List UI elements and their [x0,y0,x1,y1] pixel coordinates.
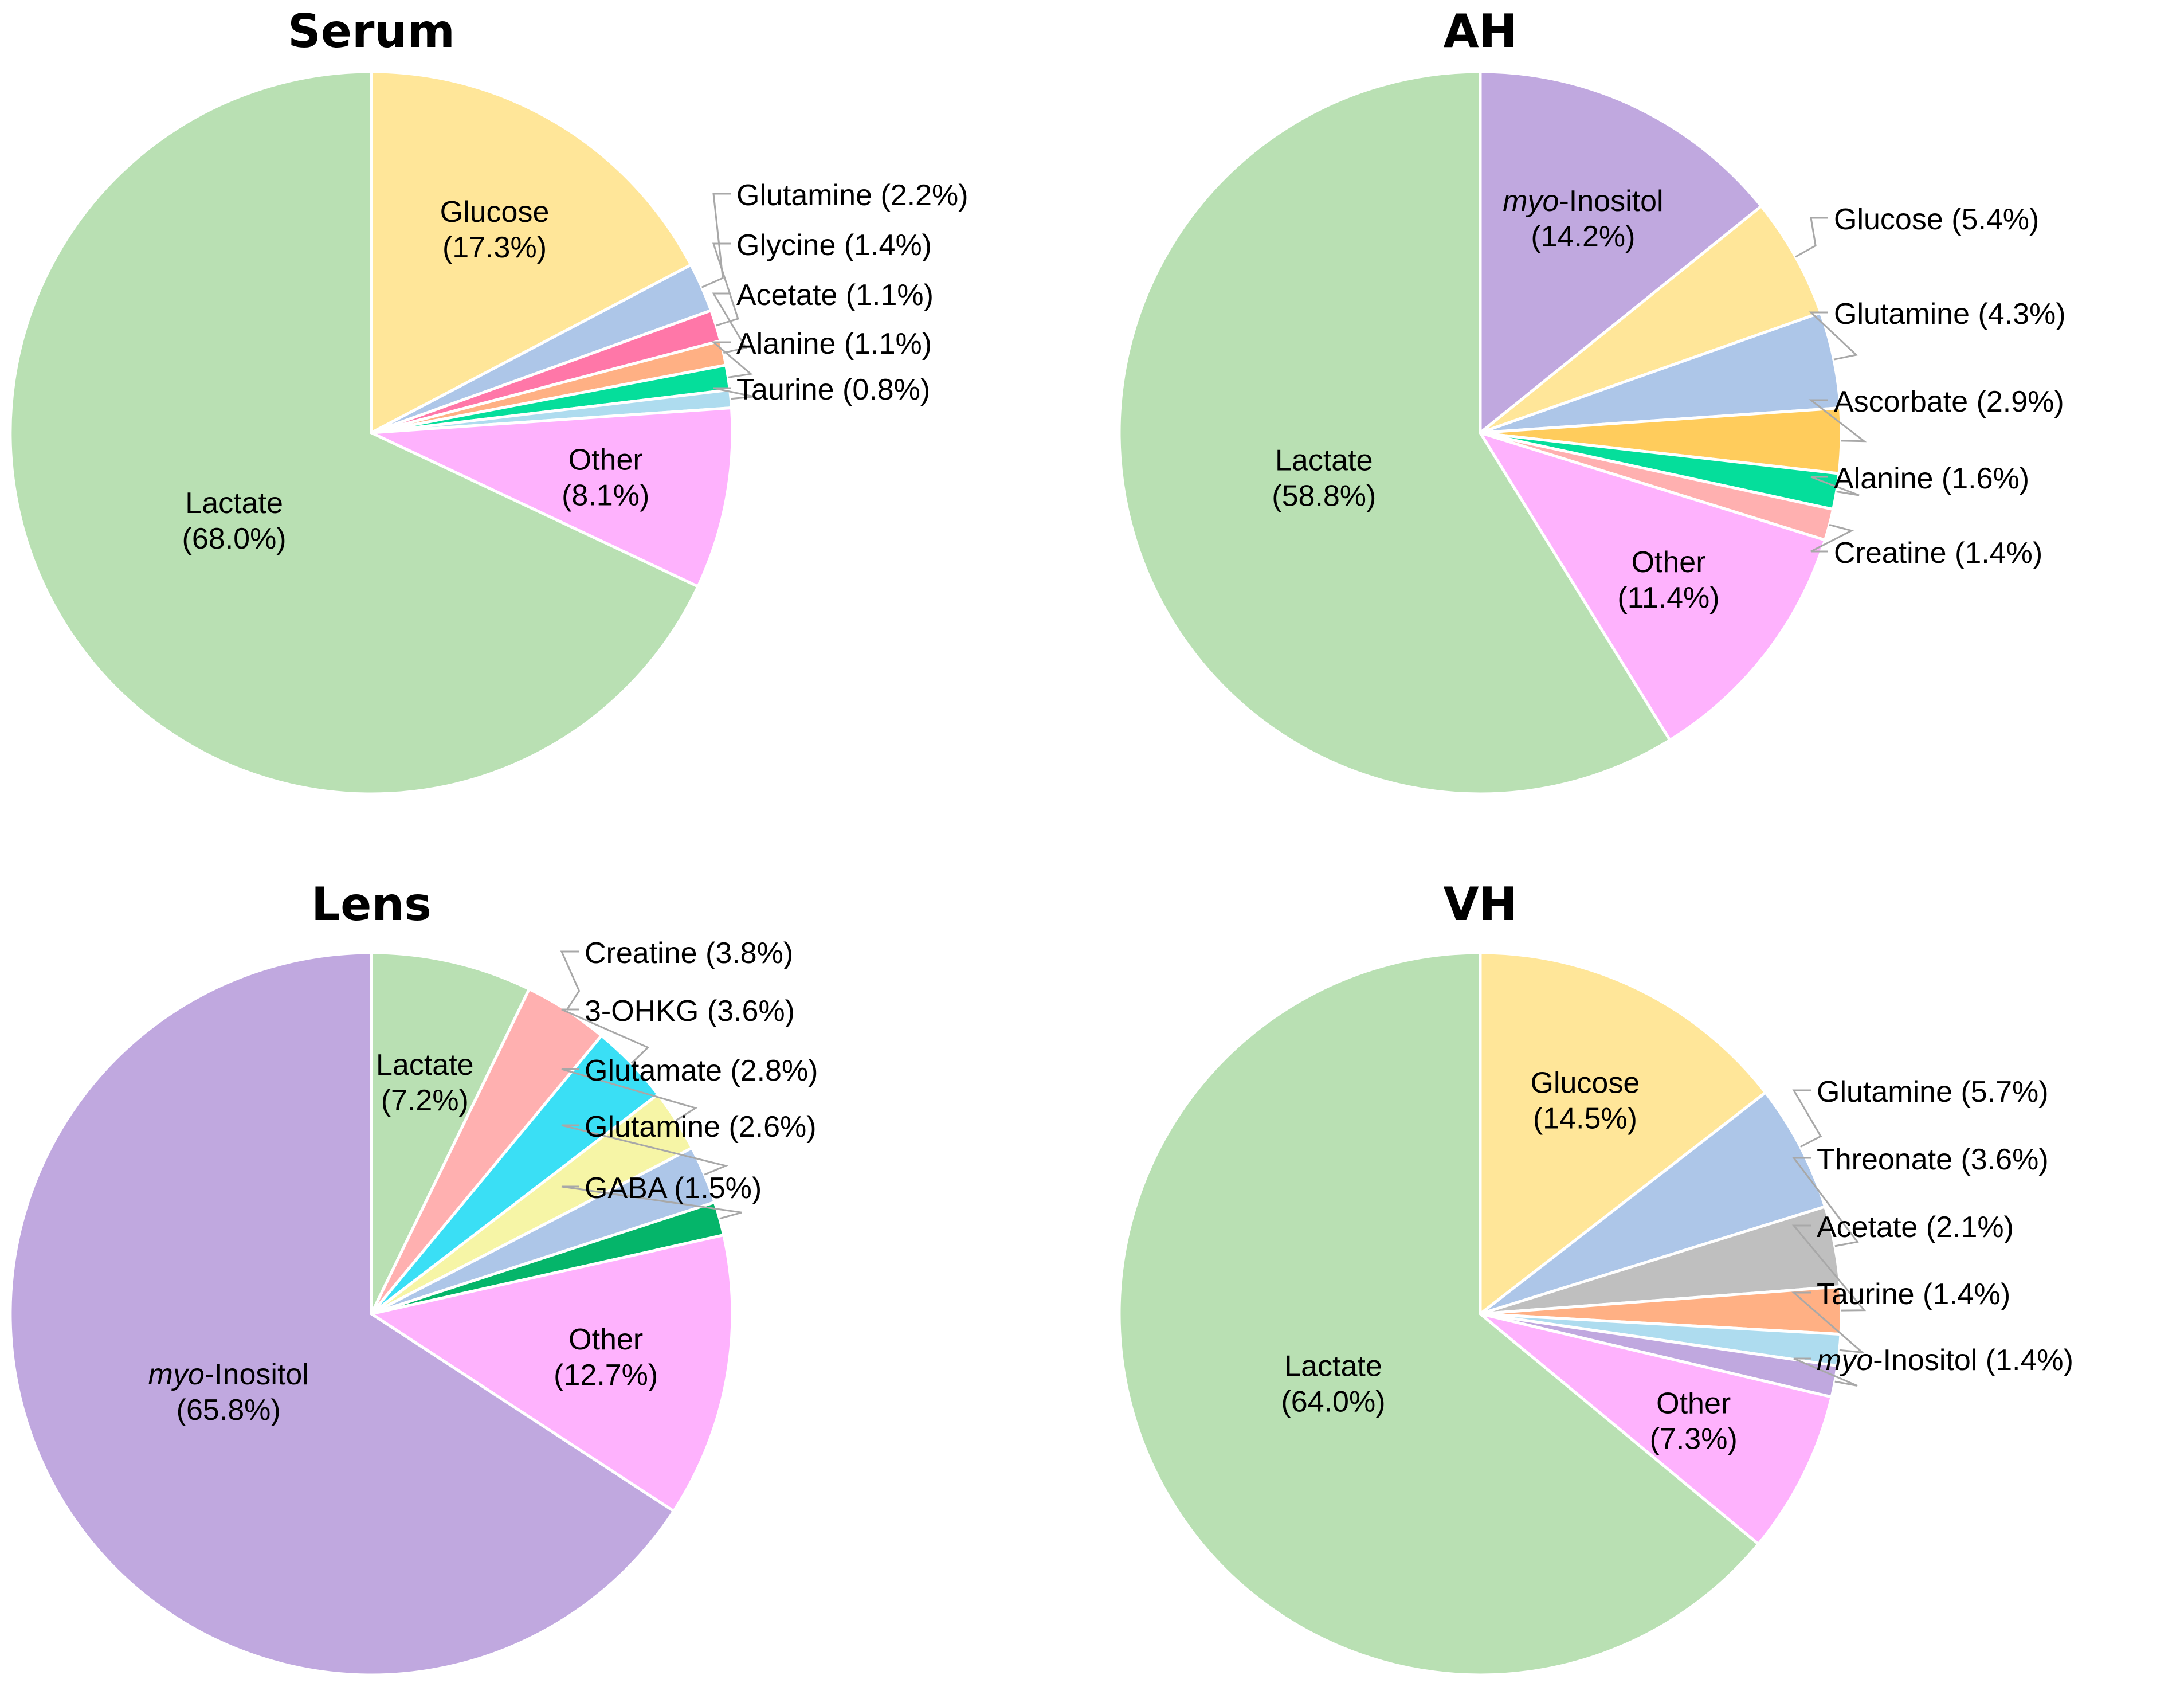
serum-label-acetate: Acetate (1.1%) [736,279,934,312]
vh-leader-myo-inositol [1793,1357,1858,1387]
ah-chart-title: AH [1444,5,1518,58]
serum-label-other: Other (8.1%) [562,444,649,512]
vh-label-glutamine: Glutamine (5.7%) [1817,1075,2049,1109]
vh-label-other: Other (7.3%) [1650,1387,1738,1455]
ah-leader-glutamine [1809,311,1858,361]
vh-leader-threonate [1791,1157,1859,1247]
serum-slice-other [366,406,734,589]
lens-leader-gaba [561,1185,742,1220]
ah-slice-other [1477,430,1827,742]
vh-slice-lactate [1118,951,1760,1677]
serum-leaders [701,193,754,400]
serum-leader-glutamine [701,193,731,288]
ah-label-myo-inositol: myo-Inositol (14.2%) [1503,185,1663,253]
lens-slice-myo-inositol [9,951,676,1677]
vh-chart-title: VH [1444,878,1518,931]
lens-leader-glutamine [561,1124,728,1176]
serum-chart-title: Serum [288,5,455,58]
vh-label-lactate: Lactate (64.0%) [1281,1350,1385,1419]
ah-slice-myo-inositol [1479,70,1763,436]
vh-label-taurine: Taurine (1.4%) [1817,1278,2010,1311]
vh-label-myo-inositol: myo-Inositol (1.4%) [1817,1344,2073,1377]
lens-pie-chart: Lens Lactate (7.2%) Creatine (3.8%) 3-OHKG … [9,878,818,1677]
ah-slice-glucose [1479,204,1823,435]
serum-slices [9,70,734,796]
ah-slice-lactate [1118,70,1672,796]
lens-slice-lactate [370,951,531,1315]
lens-label-lactate: Lactate (7.2%) [376,1048,474,1117]
lens-leader-glutamate [561,1068,698,1121]
lens-leader-creatine [560,950,581,1011]
ah-pie-chart: AH myo-Inositol (14.2%) Glucose (5.4%) Glut… [1118,5,2066,796]
vh-leader-glutamine [1792,1089,1822,1148]
serum-label-glutamine: Glutamine (2.2%) [736,179,969,212]
vh-slice-glutamine [1479,1090,1827,1316]
vh-slice-other [1479,1312,1834,1547]
lens-chart-title: Lens [311,878,432,931]
lens-labels: Lactate (7.2%) Creatine (3.8%) 3-OHKG (3.6%… [148,937,818,1427]
vh-pie-chart: VH Glucose (14.5%) Glutamine (5.7%) Threona… [1118,878,2073,1677]
ah-leader-ascorbate [1808,399,1867,443]
lens-label-creatine: Creatine (3.8%) [585,937,793,970]
vh-labels: Glucose (14.5%) Glutamine (5.7%) Threonate … [1281,1067,2073,1456]
ah-label-lactate: Lactate (58.8%) [1272,444,1376,512]
vh-leader-taurine [1791,1291,1865,1354]
lens-leader-3-ohkg [561,1008,650,1064]
vh-label-threonate: Threonate (3.6%) [1817,1143,2049,1176]
lens-label-myo-inositol: myo-Inositol (65.8%) [148,1358,309,1427]
vh-label-glucose: Glucose (14.5%) [1531,1067,1640,1136]
lens-label-3-ohkg: 3-OHKG (3.6%) [585,995,795,1028]
serum-label-lactate: Lactate (68.0%) [182,487,287,555]
lens-slices [9,951,734,1677]
ah-leader-glucose [1795,217,1828,258]
ah-label-other: Other (11.4%) [1617,546,1719,615]
serum-label-glucose: Glucose (17.3%) [440,195,550,264]
ah-label-ascorbate: Ascorbate (2.9%) [1834,385,2064,418]
ah-slices [1118,70,1843,796]
ah-label-alanine: Alanine (1.6%) [1834,462,2029,495]
ah-leader-alanine [1810,476,1860,496]
lens-leaders [560,950,742,1220]
vh-slice-glucose [1479,951,1768,1317]
serum-labels: Glucose (17.3%) Glutamine (2.2%) Glycine (1… [182,179,969,555]
ah-labels: myo-Inositol (14.2%) Glucose (5.4%) Glutami… [1272,185,2065,615]
ah-label-creatine: Creatine (1.4%) [1834,537,2042,570]
lens-label-glutamine: Glutamine (2.6%) [585,1110,817,1144]
ah-leaders [1795,217,1867,553]
ah-slice-glutamine [1480,311,1842,435]
serum-leader-acetate [712,292,747,354]
lens-slice-other [367,1233,734,1513]
ah-label-glucose: Glucose (5.4%) [1834,203,2039,236]
vh-leaders [1791,1089,1867,1387]
serum-leader-glycine [712,242,739,327]
serum-label-glycine: Glycine (1.4%) [736,229,932,262]
serum-leader-taurine [713,387,754,400]
ah-leader-creatine [1810,524,1854,553]
ah-label-glutamine: Glutamine (4.3%) [1834,298,2066,331]
serum-label-taurine: Taurine (0.8%) [736,373,930,406]
vh-label-acetate: Acetate (2.1%) [1817,1211,2014,1244]
serum-leader-alanine [711,341,753,378]
lens-label-glutamate: Glutamate (2.8%) [585,1054,818,1087]
vh-leader-acetate [1791,1224,1867,1312]
serum-slice-lactate [9,70,700,796]
lens-label-gaba: GABA (1.5%) [585,1172,762,1205]
serum-slice-glucose [370,70,693,436]
serum-label-alanine: Alanine (1.1%) [736,327,932,361]
vh-slices [1118,951,1843,1677]
serum-pie-chart: Serum Glucose (17.3%) Glutamine (2.2%) Glyc… [9,5,969,796]
lens-label-other: Other (12.7%) [554,1323,658,1392]
